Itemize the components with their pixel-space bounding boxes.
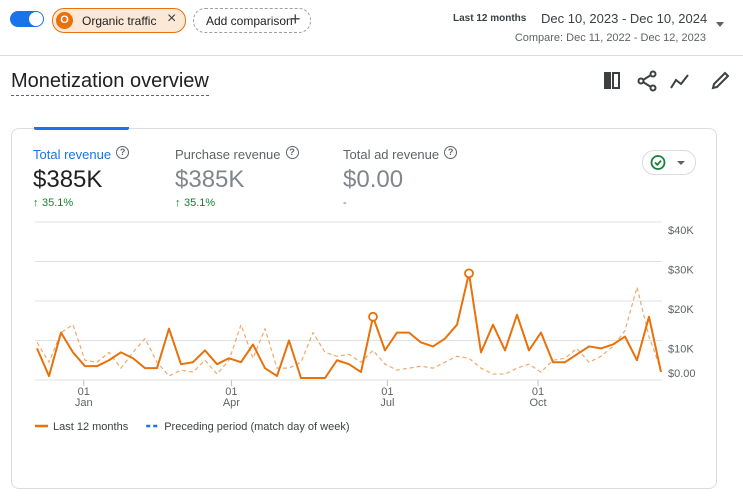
card [11,128,717,489]
segment-label: Organic traffic [82,14,157,28]
add-comparison[interactable]: Add comparison + [193,8,311,33]
metric-value: $0.00 [343,166,404,193]
range-label: Last 12 months [453,13,527,24]
y-tick-label: $10K [668,344,694,356]
help-icon[interactable]: ? [116,146,130,159]
compare-range: Compare: Dec 11, 2022 - Dec 12, 2023 [514,32,706,44]
x-tick-label: 01 [78,386,90,398]
tab-indicator [34,127,129,130]
trend-arrow: ↑ [175,197,181,209]
highlight-point [368,311,378,322]
highlight-point [464,268,474,279]
legend-label: Last 12 months [53,421,129,433]
y-tick-label: $20K [668,304,694,316]
plus-icon: + [290,9,301,29]
segment-chip[interactable]: O Organic traffic × [52,8,186,33]
toolbar-icons [604,70,730,92]
metric-change: 35.1% [184,197,216,209]
divider [0,55,743,56]
x-tick-month: Jan [75,397,93,409]
y-tick-label: $30K [668,265,694,277]
metric-label: Total ad revenue [343,147,440,162]
date-range[interactable]: Dec 10, 2023 - Dec 10, 2024 [541,11,708,26]
toggle[interactable] [10,11,44,27]
close-icon[interactable]: × [167,10,177,27]
metric-value: $385K [175,166,245,193]
edit-icon[interactable] [711,71,730,90]
share-icon[interactable] [649,70,657,78]
metric-change: 35.1% [42,197,74,209]
x-tick-month: Oct [529,397,546,409]
series-line [36,272,662,380]
legend-label: Preceding period (match day of week) [164,421,349,433]
dropdown-arrow[interactable] [716,22,724,27]
x-tick-month: Apr [223,397,240,409]
page-title: Monetization overview [11,70,209,96]
insights-icon[interactable] [670,74,689,89]
x-tick-month: Jul [380,397,394,409]
metric-label: Purchase revenue [175,147,281,162]
y-tick-label: $0.00 [668,368,696,380]
trend-arrow: ↑ [33,197,39,209]
add-comparison-label: Add comparison [206,14,293,28]
x-tick-label: 01 [381,386,393,398]
compare-icon[interactable] [604,72,611,89]
segment-icon: O [56,12,73,29]
help-icon[interactable]: ? [444,146,458,159]
y-tick-label: $40K [668,225,694,237]
status-button[interactable] [642,150,696,175]
x-tick-label: 01 [225,386,237,398]
series-line [36,286,662,377]
x-tick-label: 01 [532,386,544,398]
metric-value: $385K [33,166,103,193]
metric-change: - [343,197,347,209]
metric-label: Total revenue [33,147,112,162]
help-icon[interactable]: ? [285,146,299,159]
